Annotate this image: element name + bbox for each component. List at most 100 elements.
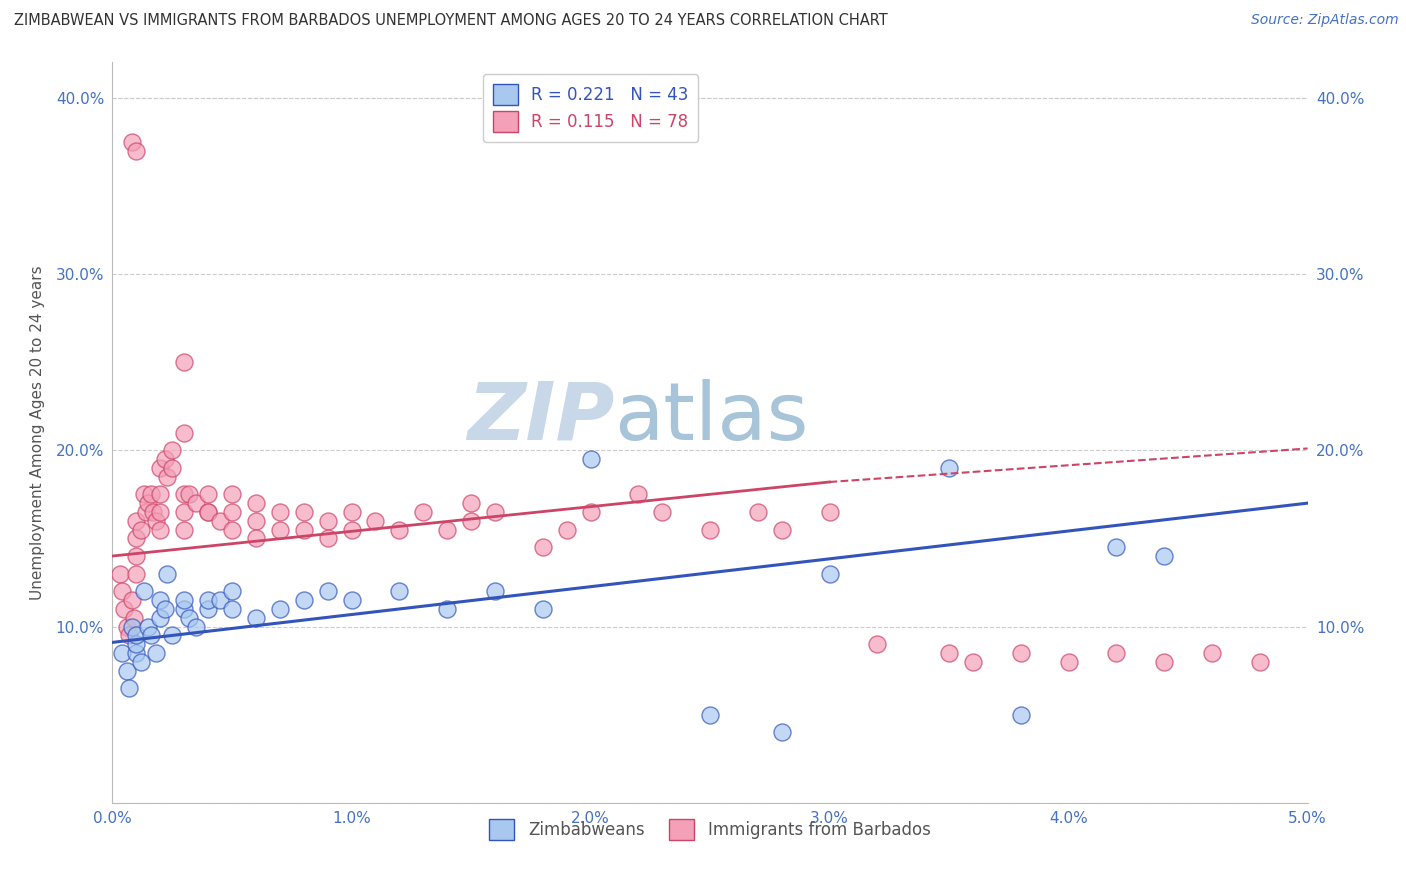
Point [149, 593, 172, 607]
Point [162, 461, 183, 475]
Point [436, 602, 458, 616]
Point [938, 461, 960, 475]
Point [173, 355, 195, 369]
Point [121, 135, 143, 149]
Point [938, 646, 960, 660]
Text: ZIMBABWEAN VS IMMIGRANTS FROM BARBADOS UNEMPLOYMENT AMONG AGES 20 TO 24 YEARS CO: ZIMBABWEAN VS IMMIGRANTS FROM BARBADOS U… [14, 13, 887, 29]
Point [292, 593, 315, 607]
Point [125, 566, 148, 581]
Point [1057, 655, 1080, 669]
Point [173, 487, 195, 501]
Point [129, 655, 152, 669]
Point [139, 628, 162, 642]
Point [125, 549, 148, 563]
Point [962, 655, 984, 669]
Point [118, 628, 141, 642]
Point [460, 496, 482, 510]
Point [651, 505, 673, 519]
Point [118, 681, 141, 696]
Point [484, 584, 506, 599]
Point [269, 523, 291, 537]
Point [699, 707, 721, 722]
Point [1153, 655, 1175, 669]
Point [197, 602, 219, 616]
Point [125, 532, 148, 546]
Point [138, 619, 160, 633]
Point [292, 505, 315, 519]
Point [177, 610, 200, 624]
Point [221, 602, 243, 616]
Point [173, 602, 195, 616]
Point [149, 461, 172, 475]
Point [531, 540, 554, 554]
Point [818, 505, 841, 519]
Text: Source: ZipAtlas.com: Source: ZipAtlas.com [1251, 13, 1399, 28]
Point [555, 523, 578, 537]
Point [245, 610, 267, 624]
Point [436, 523, 458, 537]
Point [197, 593, 219, 607]
Point [149, 610, 172, 624]
Point [132, 487, 155, 501]
Point [364, 514, 387, 528]
Point [460, 514, 482, 528]
Point [388, 523, 411, 537]
Point [1105, 646, 1128, 660]
Point [197, 505, 219, 519]
Point [115, 619, 138, 633]
Point [1010, 646, 1032, 660]
Point [115, 664, 138, 678]
Point [122, 610, 145, 624]
Point [770, 523, 793, 537]
Point [340, 593, 363, 607]
Point [197, 487, 219, 501]
Point [145, 646, 167, 660]
Point [186, 619, 208, 633]
Point [173, 425, 195, 440]
Point [108, 566, 131, 581]
Point [340, 523, 363, 537]
Point [1010, 707, 1032, 722]
Point [209, 514, 232, 528]
Point [125, 144, 148, 158]
Point [125, 628, 148, 642]
Point [866, 637, 889, 651]
Text: atlas: atlas [614, 379, 808, 457]
Point [1249, 655, 1271, 669]
Point [132, 584, 155, 599]
Point [153, 602, 176, 616]
Point [149, 523, 172, 537]
Point [173, 505, 195, 519]
Point [153, 452, 176, 467]
Point [209, 593, 232, 607]
Point [1105, 540, 1128, 554]
Y-axis label: Unemployment Among Ages 20 to 24 years: Unemployment Among Ages 20 to 24 years [30, 265, 45, 600]
Point [125, 514, 148, 528]
Point [111, 584, 134, 599]
Point [186, 496, 208, 510]
Text: ZIP: ZIP [467, 379, 614, 457]
Point [245, 532, 267, 546]
Point [699, 523, 721, 537]
Point [125, 637, 148, 651]
Point [221, 505, 243, 519]
Point [149, 505, 172, 519]
Point [138, 496, 160, 510]
Point [221, 584, 243, 599]
Point [1153, 549, 1175, 563]
Point [245, 514, 267, 528]
Point [177, 487, 200, 501]
Point [1201, 646, 1223, 660]
Point [139, 487, 162, 501]
Legend: Zimbabweans, Immigrants from Barbados: Zimbabweans, Immigrants from Barbados [482, 813, 938, 847]
Point [173, 593, 195, 607]
Point [129, 523, 152, 537]
Point [142, 505, 165, 519]
Point [156, 566, 179, 581]
Point [221, 523, 243, 537]
Point [770, 725, 793, 739]
Point [156, 469, 179, 483]
Point [484, 505, 506, 519]
Point [316, 514, 339, 528]
Point [162, 443, 183, 458]
